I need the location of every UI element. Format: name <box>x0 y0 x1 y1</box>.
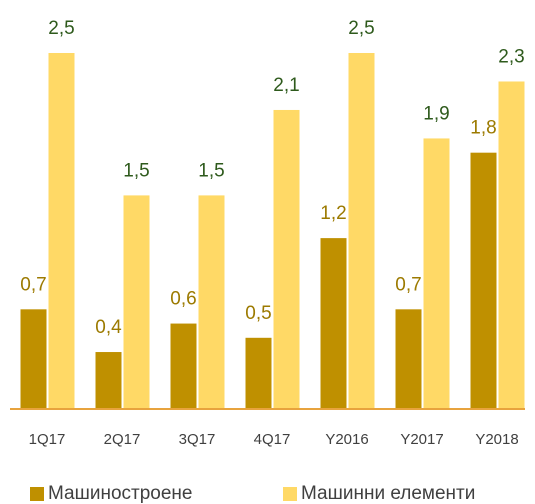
bar <box>95 352 122 409</box>
bar <box>395 309 422 409</box>
bar <box>170 323 197 409</box>
x-tick-label: 1Q17 <box>29 431 66 448</box>
x-tick-label: Y2018 <box>475 431 518 448</box>
x-tick-label: Y2017 <box>400 431 443 448</box>
value-label: 2,5 <box>348 18 374 39</box>
value-label: 2,1 <box>273 75 299 96</box>
value-label: 0,7 <box>20 274 46 295</box>
bar <box>273 109 300 410</box>
bar <box>245 337 272 409</box>
value-label: 0,5 <box>245 303 271 324</box>
value-label: 0,7 <box>395 274 421 295</box>
x-tick-label: 2Q17 <box>104 431 141 448</box>
x-tick-label: 3Q17 <box>179 431 216 448</box>
bar <box>20 309 47 409</box>
value-label: 0,6 <box>170 289 196 310</box>
bar <box>348 53 375 409</box>
legend-label: Машинни елементи <box>301 483 475 504</box>
value-label: 1,8 <box>470 118 496 139</box>
bar <box>423 138 450 409</box>
value-label: 2,3 <box>498 46 524 67</box>
legend-swatch <box>30 487 44 501</box>
legend-swatch <box>283 487 297 501</box>
bar <box>48 53 75 409</box>
bar <box>320 238 347 409</box>
bar <box>498 81 525 409</box>
x-tick-label: Y2016 <box>325 431 368 448</box>
bar <box>198 195 225 409</box>
value-label: 1,5 <box>123 160 149 181</box>
legend-label: Машиностроене <box>48 483 193 504</box>
value-label: 1,5 <box>198 160 224 181</box>
value-label: 1,2 <box>320 203 346 224</box>
bar <box>470 152 497 409</box>
x-tick-label: 4Q17 <box>254 431 291 448</box>
value-label: 2,5 <box>48 18 74 39</box>
value-label: 1,9 <box>423 103 449 124</box>
value-label: 0,4 <box>95 317 122 338</box>
bar <box>123 195 150 409</box>
